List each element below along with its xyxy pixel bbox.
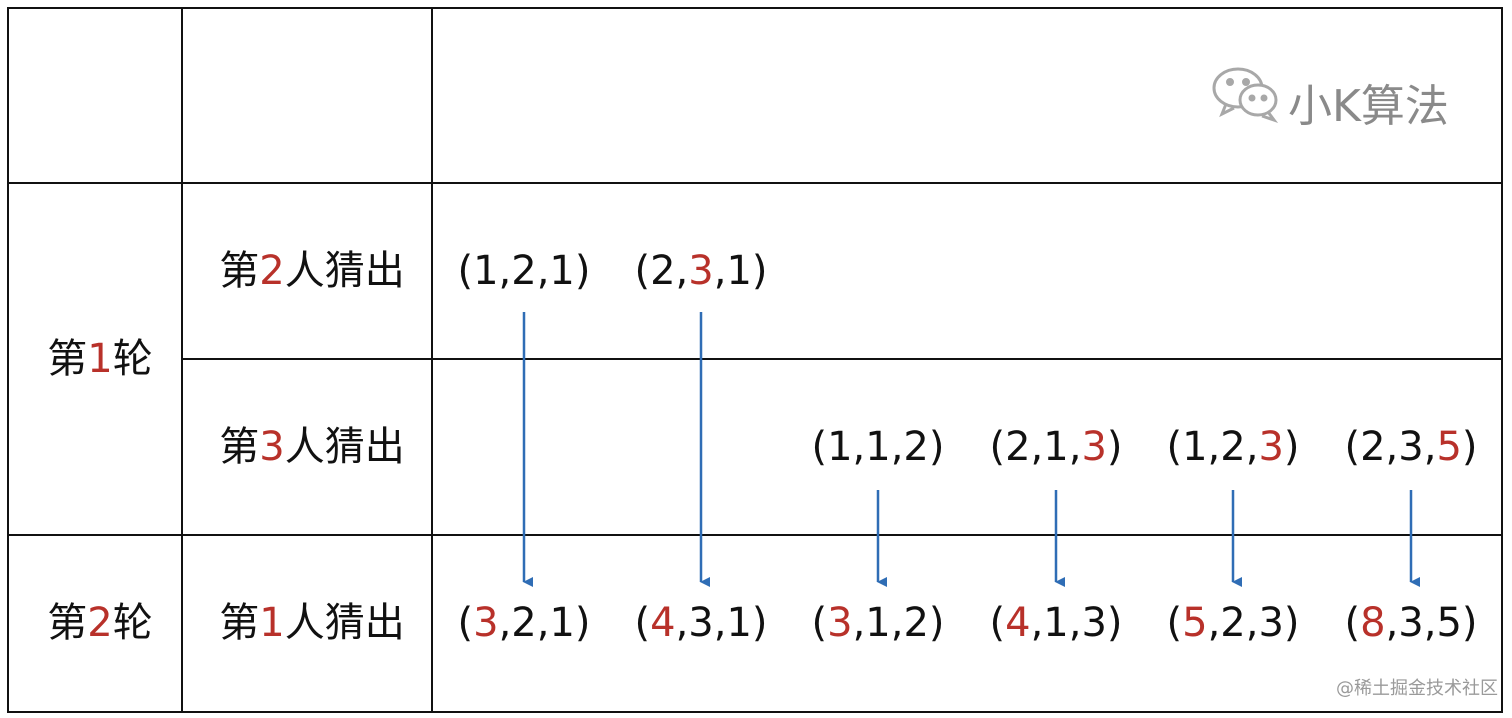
text-part: 人猜出: [284, 424, 405, 470]
text-part: 3: [1258, 424, 1284, 470]
text-part: (: [1166, 600, 1183, 646]
text-part: (2,: [634, 248, 689, 294]
arrows: [522, 312, 1420, 587]
text-part: (: [1344, 600, 1361, 646]
text-part: 3: [259, 424, 285, 470]
text-part: 人猜出: [284, 248, 405, 294]
text-part: 人猜出: [284, 600, 405, 646]
text-part: 5: [1182, 600, 1208, 646]
text-part: (: [634, 600, 651, 646]
text-part: 4: [1005, 600, 1031, 646]
tuple: (4,3,1): [635, 603, 768, 643]
text-part: 第: [219, 424, 260, 470]
row-label: 第2人猜出: [219, 251, 404, 291]
text-part: (: [989, 600, 1006, 646]
tuple: (2,3,1): [634, 251, 767, 291]
round-label: 第1轮: [47, 339, 152, 379]
round-label: 第2轮: [47, 603, 152, 643]
tuple: (1,2,1): [458, 251, 591, 291]
text-part: 2: [259, 248, 285, 294]
tuple: (3,2,1): [458, 603, 591, 643]
text-part: 5: [1436, 424, 1462, 470]
text-part: ,3,5): [1385, 600, 1478, 646]
tuple: (5,2,3): [1167, 603, 1300, 643]
text-part: 4: [650, 600, 676, 646]
text-part: ,1): [713, 248, 768, 294]
text-part: ,3,1): [675, 600, 768, 646]
text-part: 轮: [112, 336, 153, 382]
row-label: 第1人猜出: [219, 603, 404, 643]
tuple: (1,1,2): [812, 427, 945, 467]
text-part: ): [1461, 424, 1478, 470]
text-part: 第: [47, 336, 88, 382]
text-part: ,2,3): [1207, 600, 1300, 646]
text-part: (: [457, 600, 474, 646]
text-part: 8: [1360, 600, 1386, 646]
text-part: 1: [87, 336, 113, 382]
tuple: (3,1,2): [812, 603, 945, 643]
text-part: 1: [259, 600, 285, 646]
tuple: (2,1,3): [990, 427, 1123, 467]
text-part: 3: [688, 248, 714, 294]
text-part: (1,2,1): [457, 248, 591, 294]
footer: @稀土掘金技术社区: [1336, 678, 1498, 699]
text-part: ,1,2): [852, 600, 945, 646]
watermark: 小K算法: [1288, 81, 1449, 132]
text-part: 第: [47, 600, 88, 646]
text-part: 3: [1081, 424, 1107, 470]
text-part: 2: [87, 600, 113, 646]
text-part: ): [1106, 424, 1123, 470]
table-lines: [7, 7, 1503, 713]
tuple: (1,2,3): [1167, 427, 1300, 467]
text-part: (1,2,: [1166, 424, 1259, 470]
tuple: (2,3,5): [1345, 427, 1478, 467]
row-label: 第3人猜出: [219, 427, 404, 467]
text-part: (1,1,2): [811, 424, 945, 470]
text-part: 第: [219, 248, 260, 294]
text-part: 3: [473, 600, 499, 646]
text-part: 第: [219, 600, 260, 646]
text-part: (2,3,: [1344, 424, 1437, 470]
text-part: (: [811, 600, 828, 646]
wechat-icon: [1212, 67, 1279, 123]
text-part: 3: [827, 600, 853, 646]
tuple: (8,3,5): [1345, 603, 1478, 643]
text-part: ): [1283, 424, 1300, 470]
tuple: (4,1,3): [990, 603, 1123, 643]
text-part: ,1,3): [1030, 600, 1123, 646]
text-part: (2,1,: [989, 424, 1082, 470]
text-part: ,2,1): [498, 600, 591, 646]
text-part: 轮: [112, 600, 153, 646]
